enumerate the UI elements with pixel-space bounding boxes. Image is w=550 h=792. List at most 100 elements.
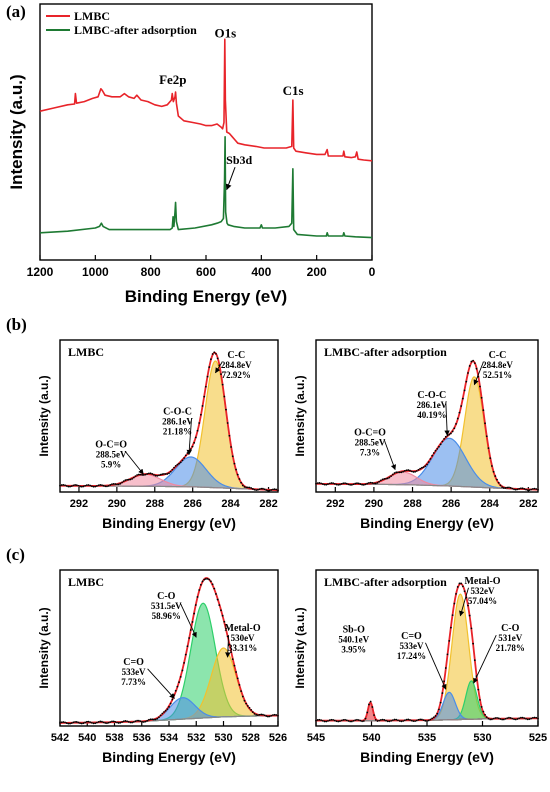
data-point	[263, 488, 266, 491]
peak-label-arrow	[473, 361, 484, 386]
data-point	[92, 485, 95, 488]
data-point	[166, 473, 169, 475]
data-point	[383, 478, 386, 480]
x-tick-label: 542	[51, 732, 69, 744]
data-point	[520, 716, 522, 719]
data-point	[221, 614, 224, 617]
data-point	[263, 714, 266, 717]
data-point	[169, 702, 172, 705]
data-point	[166, 708, 169, 711]
data-point	[164, 473, 167, 475]
data-point	[144, 720, 147, 723]
data-point	[461, 585, 464, 588]
data-point	[345, 482, 348, 485]
data-point	[151, 473, 154, 475]
data-point	[121, 481, 123, 484]
data-point	[107, 721, 110, 724]
data-point	[262, 713, 264, 716]
peak-label-line: Metal-O	[225, 623, 261, 634]
x-tick-label: 530	[214, 732, 232, 744]
data-point	[94, 485, 97, 488]
data-point	[472, 359, 475, 362]
x-tick-label: 284	[481, 498, 500, 510]
data-point	[129, 721, 132, 724]
peak-label-line: 540.1eV	[338, 635, 369, 645]
y-axis-title: Intensity (a.u.)	[293, 375, 307, 456]
data-point	[168, 472, 170, 475]
data-point	[90, 721, 93, 724]
legend-entry-0: LMBC	[74, 9, 110, 23]
data-point	[106, 722, 108, 725]
data-point	[196, 429, 199, 432]
data-point	[340, 719, 343, 722]
data-point	[444, 435, 447, 438]
data-point	[494, 475, 497, 477]
data-point	[193, 441, 196, 444]
data-point	[417, 718, 420, 721]
data-point	[189, 629, 192, 631]
data-point	[391, 473, 394, 476]
data-point	[497, 717, 500, 720]
data-point	[250, 487, 253, 489]
data-point	[161, 473, 164, 475]
data-point	[494, 717, 497, 719]
data-point	[315, 482, 317, 485]
data-point	[226, 422, 229, 424]
data-point	[248, 706, 251, 709]
data-point	[506, 486, 509, 489]
data-point	[114, 720, 117, 723]
data-point	[243, 699, 246, 702]
data-point	[420, 466, 423, 469]
data-point	[126, 478, 128, 481]
data-point	[241, 695, 244, 698]
data-point	[526, 718, 529, 721]
data-point	[144, 473, 147, 476]
data-point	[453, 427, 456, 430]
data-point	[405, 718, 408, 721]
data-point	[525, 488, 527, 491]
data-point	[342, 482, 345, 485]
data-point	[467, 604, 469, 607]
data-point	[443, 438, 445, 440]
x-tick-label: 286	[184, 498, 202, 510]
data-point	[84, 721, 87, 724]
data-point	[216, 598, 219, 601]
data-point	[174, 464, 177, 467]
data-point	[523, 487, 526, 490]
data-point	[65, 485, 68, 487]
data-point	[479, 385, 481, 388]
data-point	[70, 722, 73, 724]
peak-label-arrow	[186, 418, 192, 456]
data-point	[77, 484, 80, 487]
x-tick-label: 286	[442, 498, 460, 510]
data-point	[211, 583, 214, 586]
data-point	[344, 482, 346, 485]
peak-label-line: 286.1eV	[416, 400, 447, 410]
data-point	[109, 721, 112, 723]
data-point	[201, 405, 204, 407]
data-point	[186, 645, 189, 648]
data-point	[455, 592, 457, 595]
data-point	[518, 717, 521, 720]
data-point	[480, 396, 483, 399]
data-point	[436, 712, 439, 715]
data-point	[142, 474, 145, 476]
plot-frame	[59, 339, 279, 493]
data-point	[456, 417, 459, 420]
x-axis-ticks: 1200 1000 800 600 400 200 0	[27, 255, 376, 279]
data-point	[414, 720, 416, 723]
component-peak-0	[316, 593, 539, 722]
data-point	[390, 719, 393, 722]
data-point	[419, 467, 422, 470]
chart-c1: 542 540 538 536 534 532 530 528 526 Binding Energ…	[6, 545, 287, 765]
data-point	[489, 718, 492, 721]
data-point	[352, 719, 355, 722]
data-point	[424, 719, 427, 722]
x-tick-label: 292	[326, 498, 344, 510]
data-point	[131, 477, 134, 480]
